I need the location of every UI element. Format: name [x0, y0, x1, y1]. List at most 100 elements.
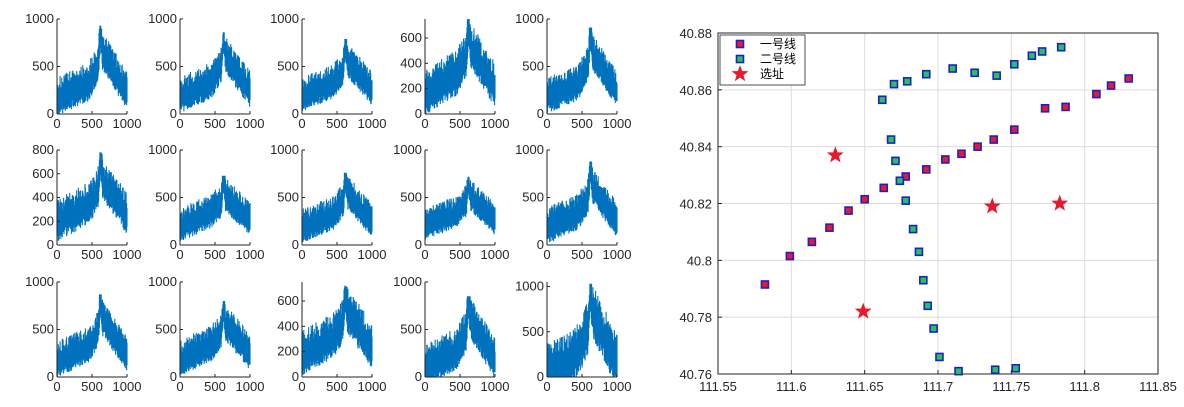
y-tick-label: 1000 [515, 279, 544, 294]
x-tick-label: 500 [204, 379, 226, 394]
x-tick-label: 111.8 [1069, 379, 1100, 394]
x-tick-label: 0 [543, 247, 550, 262]
x-tick-label: 1000 [358, 379, 387, 394]
data-point [877, 95, 887, 105]
signal-series-5 [546, 27, 618, 113]
x-tick-label: 500 [326, 247, 348, 262]
y-tick-label: 500 [522, 190, 544, 205]
data-point [1056, 42, 1066, 52]
x-tick-label: 111.75 [992, 379, 1030, 394]
y-tick-label: 0 [170, 237, 177, 252]
y-tick-label: 0 [415, 106, 422, 121]
x-tick-label: 500 [81, 379, 103, 394]
subplot-1: 0 500 1000 0 500 1000 [25, 11, 141, 131]
data-point-star [983, 197, 1001, 214]
y-tick-label: 500 [400, 322, 422, 337]
data-point [908, 224, 918, 234]
data-point [1124, 74, 1133, 83]
data-point [973, 142, 982, 151]
data-point [954, 366, 963, 376]
x-tick-label: 500 [571, 379, 593, 394]
series-3 [826, 146, 1069, 319]
signal-series-12 [179, 301, 251, 375]
y-tick-label: 40.86 [679, 83, 712, 98]
data-point [957, 149, 966, 159]
signal-series-10 [546, 161, 618, 242]
x-tick-label: 111.55 [699, 379, 737, 394]
data-point [891, 156, 900, 166]
y-tick-label: 0 [47, 106, 54, 121]
data-point [1011, 364, 1021, 373]
signal-series-4 [424, 19, 496, 114]
data-point [1106, 81, 1116, 90]
y-tick-label: 1000 [515, 142, 544, 157]
x-tick-label: 1000 [358, 247, 387, 262]
signal-series-1 [56, 25, 128, 114]
y-tick-label: 40.84 [679, 140, 712, 155]
y-tick-label: 0 [47, 237, 54, 252]
subplot-4: 0 200 400 600 0 500 1000 [400, 19, 509, 131]
y-tick-label: 40.76 [679, 367, 712, 382]
x-tick-label: 1000 [481, 247, 510, 262]
subplot-14: 0 500 1000 0 500 1000 [393, 274, 509, 394]
subplot-3: 0 500 1000 0 500 1000 [270, 11, 386, 131]
data-point [1040, 104, 1050, 113]
y-tick-label: 500 [155, 190, 177, 205]
x-tick-label: 1000 [236, 116, 265, 131]
y-tick-label: 0 [292, 106, 299, 121]
signal-series-7 [179, 175, 251, 241]
x-tick-label: 500 [326, 116, 348, 131]
data-point [760, 280, 770, 289]
y-tick-label: 400 [32, 190, 54, 205]
signal-series-9 [424, 176, 496, 240]
subplot-15: 0 500 1000 0 500 1000 [515, 279, 631, 394]
x-tick-label: 1000 [481, 379, 510, 394]
x-tick-label: 0 [53, 116, 60, 131]
subplot-9: 0 500 1000 0 500 1000 [393, 142, 509, 262]
legend-label: 一号线 [760, 37, 796, 51]
data-point [895, 176, 905, 186]
x-tick-label: 1000 [113, 116, 142, 131]
y-tick-label: 40.82 [679, 197, 712, 212]
data-point [935, 352, 944, 362]
legend-marker [735, 39, 745, 49]
signal-series-15 [546, 283, 618, 377]
subplot-11: 0 500 1000 0 500 1000 [25, 274, 141, 394]
legend-marker [731, 65, 749, 82]
y-tick-label: 400 [277, 318, 299, 333]
data-point [1061, 102, 1070, 112]
data-point [901, 196, 911, 205]
data-point [921, 69, 931, 79]
data-point [919, 275, 928, 285]
y-tick-label: 1000 [393, 274, 422, 289]
data-point [1027, 51, 1037, 61]
y-tick-label: 1000 [148, 142, 177, 157]
y-tick-label: 0 [292, 237, 299, 252]
y-tick-label: 40.8 [687, 253, 712, 268]
x-tick-label: 0 [176, 247, 183, 262]
data-point [948, 64, 957, 73]
data-point [970, 68, 979, 78]
y-tick-label: 0 [537, 106, 544, 121]
x-tick-label: 1000 [603, 379, 632, 394]
data-point [1092, 89, 1101, 99]
subplot-12: 0 500 1000 0 500 1000 [148, 274, 264, 394]
y-tick-label: 1000 [148, 274, 177, 289]
y-tick-label: 500 [400, 190, 422, 205]
data-point [825, 223, 834, 232]
signal-series-13 [301, 285, 373, 375]
x-tick-label: 111.6 [776, 379, 807, 394]
legend-label: 选址 [760, 67, 784, 81]
data-point-star [854, 302, 872, 319]
legend-marker [735, 54, 745, 64]
x-tick-label: 500 [571, 116, 593, 131]
x-tick-label: 1000 [481, 116, 510, 131]
y-tick-label: 600 [400, 30, 422, 45]
subplot-6: 0 200 400 600 800 0 500 1000 [32, 142, 141, 262]
y-tick-label: 0 [415, 369, 422, 384]
x-tick-label: 0 [421, 247, 428, 262]
data-point [860, 194, 869, 204]
x-tick-label: 0 [298, 116, 305, 131]
